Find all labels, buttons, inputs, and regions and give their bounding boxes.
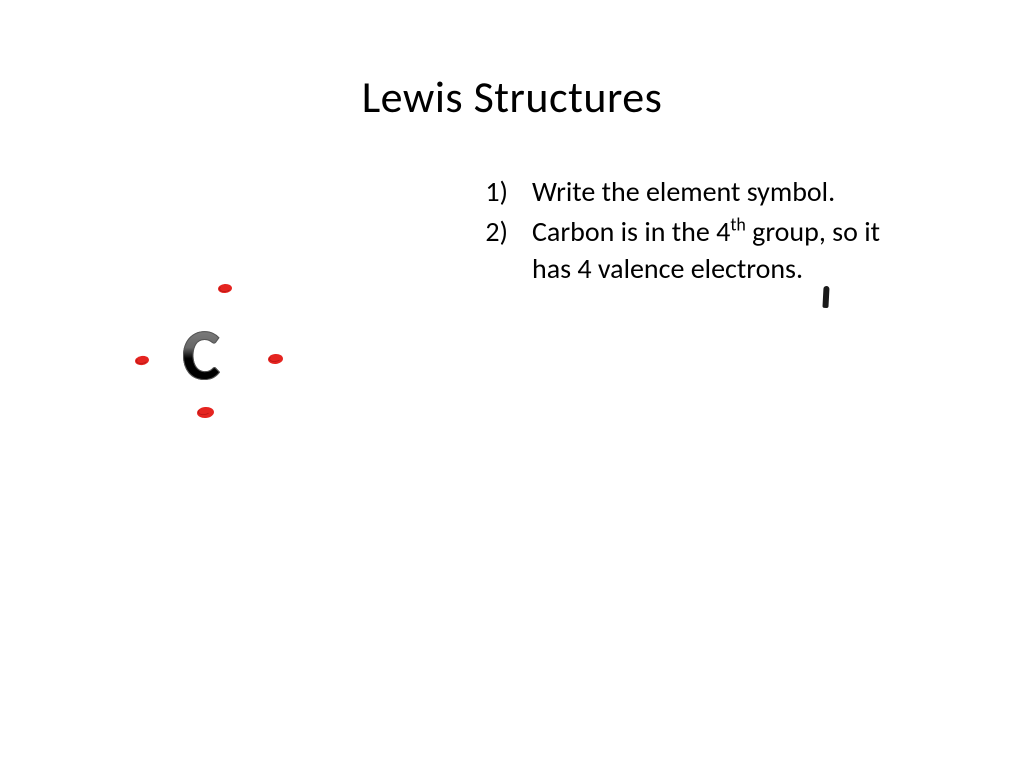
- list-text: Carbon is in the 4th group, so it has 4 …: [532, 214, 910, 287]
- electron-dot-bottom: [197, 406, 215, 418]
- electron-dot-right: [268, 353, 284, 364]
- superscript: th: [730, 214, 746, 236]
- lewis-diagram: C: [0, 174, 460, 494]
- list-number: 2): [470, 214, 532, 287]
- instruction-list: 1) Write the element symbol. 2) Carbon i…: [460, 174, 910, 494]
- list-text: Write the element symbol.: [532, 174, 910, 210]
- electron-dot-left: [134, 355, 149, 366]
- list-number: 1): [470, 174, 532, 210]
- list-item: 2) Carbon is in the 4th group, so it has…: [470, 214, 910, 287]
- list-item: 1) Write the element symbol.: [470, 174, 910, 210]
- electron-dot-top: [218, 283, 233, 293]
- content-area: C 1) Write the element symbol. 2) Carbon…: [0, 174, 1024, 494]
- element-symbol: C: [182, 319, 220, 391]
- slide-title: Lewis Structures: [0, 0, 1024, 124]
- pen-annotation-mark: [822, 286, 829, 308]
